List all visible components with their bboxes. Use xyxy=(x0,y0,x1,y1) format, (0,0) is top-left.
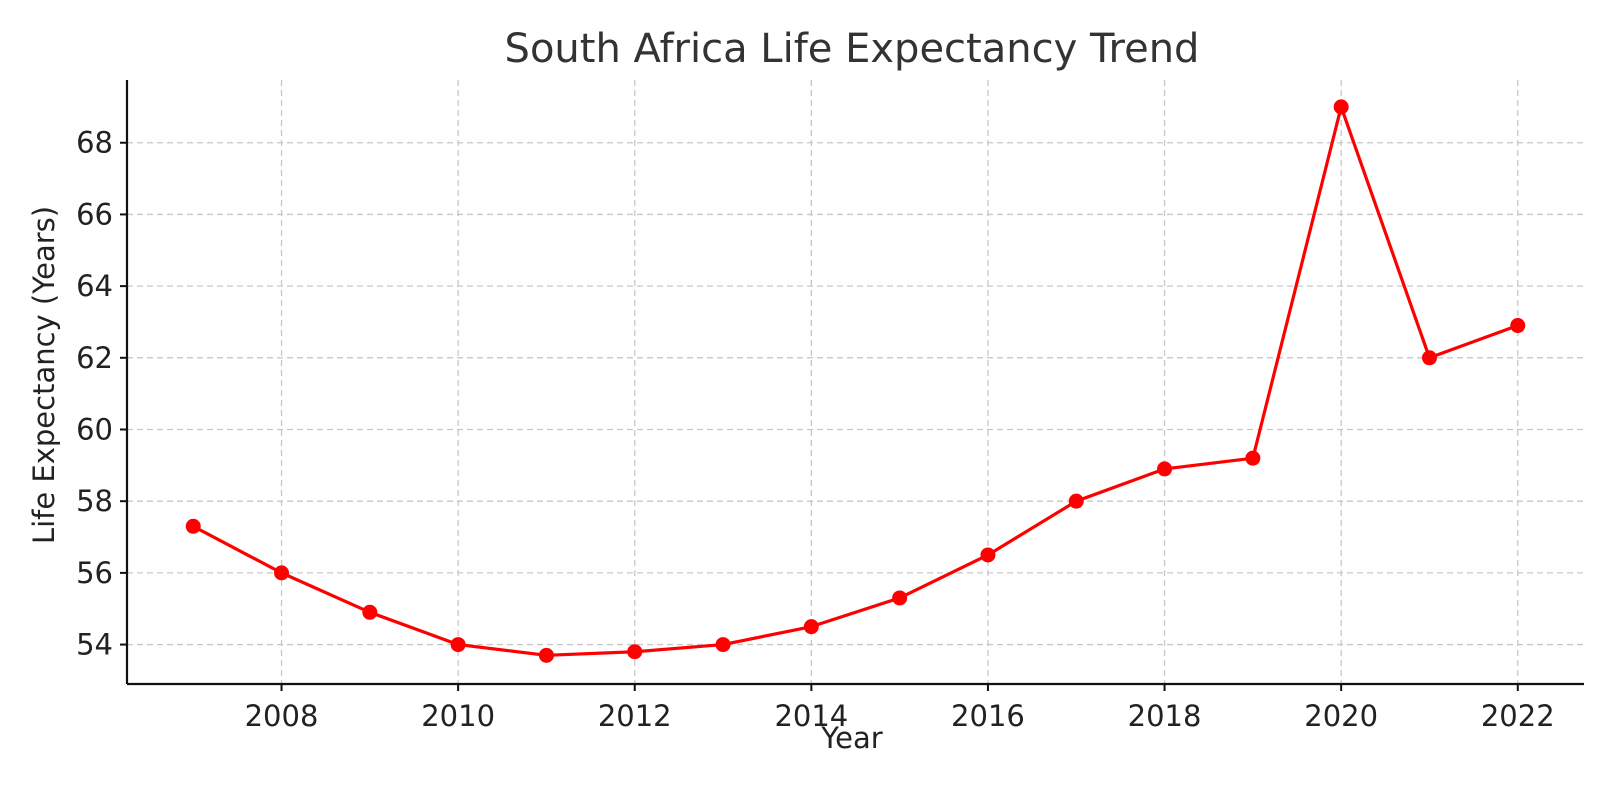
data-point-2017 xyxy=(1068,493,1084,509)
x-tick-label-2012: 2012 xyxy=(598,699,672,733)
y-tick-label-64: 64 xyxy=(76,269,113,303)
data-point-2007 xyxy=(185,518,201,534)
y-tick-label-54: 54 xyxy=(76,628,113,662)
data-point-2016 xyxy=(980,547,996,563)
x-axis-ticks: 2008 2010 2012 2014 2016 2018 2020 2022 xyxy=(245,684,1555,733)
data-point-2013 xyxy=(715,637,731,653)
y-tick-label-58: 58 xyxy=(76,484,113,518)
y-tick-label-62: 62 xyxy=(76,341,113,375)
data-point-2012 xyxy=(627,644,643,660)
data-point-2021 xyxy=(1421,350,1437,366)
data-point-2018 xyxy=(1157,461,1173,477)
series-layer xyxy=(185,99,1526,663)
x-tick-label-2018: 2018 xyxy=(1128,699,1202,733)
x-tick-label-2022: 2022 xyxy=(1481,699,1555,733)
data-point-2020 xyxy=(1333,99,1349,115)
data-point-2014 xyxy=(803,619,819,635)
data-point-2015 xyxy=(892,590,908,606)
data-point-2008 xyxy=(274,565,290,581)
y-tick-label-66: 66 xyxy=(76,197,113,231)
x-axis-label: Year xyxy=(820,721,882,755)
x-tick-label-2020: 2020 xyxy=(1304,699,1378,733)
axes xyxy=(125,80,1584,686)
x-tick-label-2016: 2016 xyxy=(951,699,1025,733)
y-tick-label-60: 60 xyxy=(76,412,113,446)
data-point-2010 xyxy=(450,637,466,653)
data-point-2011 xyxy=(538,647,554,663)
y-tick-label-68: 68 xyxy=(76,126,113,160)
x-tick-label-2014: 2014 xyxy=(774,699,848,733)
y-tick-label-56: 56 xyxy=(76,556,113,590)
y-axis-ticks: 54 56 58 60 62 64 66 68 xyxy=(76,126,127,662)
data-point-2022 xyxy=(1510,318,1526,334)
data-point-2009 xyxy=(362,604,378,620)
data-point-2019 xyxy=(1245,450,1261,466)
y-axis-label: Life Expectancy (Years) xyxy=(27,206,61,544)
x-tick-label-2008: 2008 xyxy=(245,699,319,733)
chart-title: South Africa Life Expectancy Trend xyxy=(505,26,1200,72)
x-tick-label-2010: 2010 xyxy=(421,699,495,733)
grid xyxy=(127,80,1584,684)
series-line-0 xyxy=(192,105,1519,657)
